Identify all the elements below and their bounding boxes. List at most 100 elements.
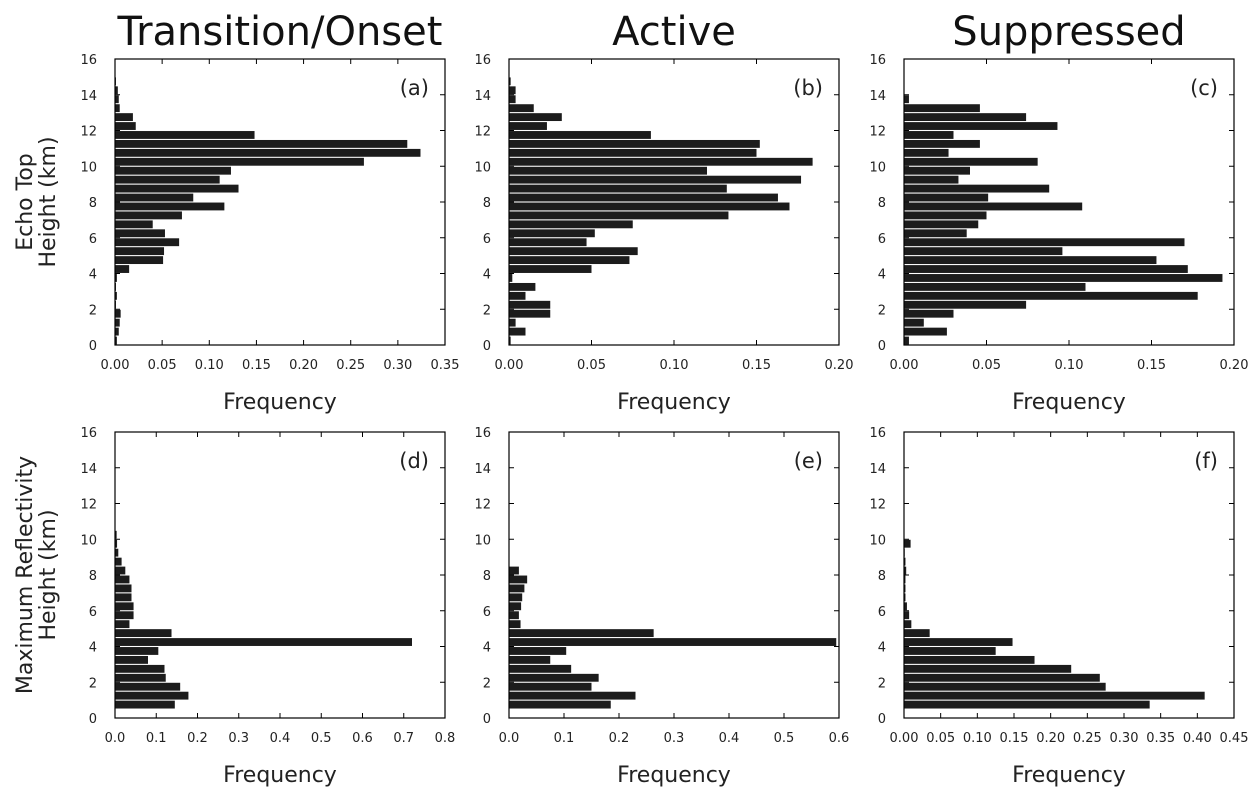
bar xyxy=(115,113,133,122)
bar xyxy=(509,620,521,629)
panel-label: (e) xyxy=(794,449,823,473)
y-tick-label: 12 xyxy=(80,125,97,140)
bar xyxy=(904,664,1072,673)
y-tick-label: 10 xyxy=(80,533,97,548)
bar xyxy=(509,256,630,265)
row-label: Maximum Reflectivity xyxy=(13,456,38,694)
bar xyxy=(115,247,165,256)
x-tick-label: 0.45 xyxy=(1220,731,1249,746)
y-tick-label: 2 xyxy=(483,676,491,691)
y-tick-label: 16 xyxy=(474,426,491,441)
bar xyxy=(904,265,1188,273)
plot-frame xyxy=(508,58,840,346)
bar xyxy=(904,584,906,593)
x-tick-label: 0.05 xyxy=(972,358,1001,373)
x-tick-label: 0.6 xyxy=(829,731,850,746)
bar xyxy=(115,184,239,193)
bar xyxy=(509,291,526,300)
bar xyxy=(115,175,220,184)
x-tick-label: 0.0 xyxy=(499,731,520,746)
y-tick-label: 14 xyxy=(80,89,97,104)
bar xyxy=(509,664,572,673)
row-label: Height (km) xyxy=(36,509,61,640)
y-tick-label: 12 xyxy=(474,498,491,513)
x-tick-label: 0.1 xyxy=(146,731,167,746)
x-tick-label: 0.35 xyxy=(431,358,460,373)
column-title: Active xyxy=(612,9,736,55)
x-tick-label: 0.30 xyxy=(1110,731,1139,746)
bar xyxy=(904,539,911,548)
y-tick-label: 8 xyxy=(483,196,491,211)
bar xyxy=(509,327,526,336)
bar xyxy=(904,318,924,327)
bar xyxy=(115,318,120,327)
bar xyxy=(904,309,954,318)
bar xyxy=(509,673,599,682)
panel-label: (d) xyxy=(399,449,429,473)
bar xyxy=(509,593,523,602)
bar xyxy=(904,655,1035,664)
bar xyxy=(904,211,987,220)
bar xyxy=(115,122,136,130)
x-tick-label: 0.2 xyxy=(187,731,208,746)
bar xyxy=(509,122,547,130)
bar xyxy=(509,95,516,104)
y-tick-label: 6 xyxy=(483,232,491,247)
panel-d: 0 2 4 6 8 10 12 14 16 0.0 0.1 0.2 0.3 0.4 0.5 0.6 0.7 0.8… xyxy=(80,426,455,788)
bar xyxy=(509,113,562,122)
bar xyxy=(115,327,119,336)
y-tick-label: 2 xyxy=(878,676,886,691)
y-tick-label: 12 xyxy=(869,125,886,140)
bar xyxy=(904,682,1106,691)
y-tick-label: 10 xyxy=(474,160,491,175)
bar xyxy=(115,575,130,584)
bar xyxy=(509,265,592,273)
bar xyxy=(904,629,930,638)
x-tick-label: 0.10 xyxy=(195,358,224,373)
bar xyxy=(115,95,119,104)
y-tick-label: 14 xyxy=(474,462,491,477)
bar xyxy=(115,336,117,345)
y-tick-label: 10 xyxy=(80,160,97,175)
x-tick-label: 0.10 xyxy=(660,358,689,373)
bar xyxy=(509,166,707,175)
x-tick-label: 0.00 xyxy=(890,731,919,746)
bar xyxy=(904,336,909,345)
bar xyxy=(115,539,118,548)
bar xyxy=(904,193,989,202)
y-tick-label: 0 xyxy=(89,339,97,354)
y-tick-label: 12 xyxy=(474,125,491,140)
x-tick-label: 0.40 xyxy=(1183,731,1212,746)
bar xyxy=(115,584,132,593)
bar xyxy=(904,575,906,584)
bar xyxy=(115,557,122,566)
bar xyxy=(904,175,959,184)
y-tick-label: 2 xyxy=(483,303,491,318)
bar xyxy=(509,175,802,184)
bar xyxy=(115,211,182,220)
x-tick-label: 0.2 xyxy=(609,731,630,746)
bar xyxy=(115,566,126,575)
x-axis-label: Frequency xyxy=(617,390,731,415)
bar xyxy=(115,220,153,229)
bar xyxy=(904,282,1086,291)
bar xyxy=(509,220,633,229)
x-tick-label: 0.30 xyxy=(383,358,412,373)
y-tick-label: 12 xyxy=(80,498,97,513)
bar xyxy=(115,238,180,247)
bar xyxy=(904,157,1038,166)
bar xyxy=(904,131,954,139)
y-tick-label: 6 xyxy=(89,232,97,247)
bar xyxy=(509,318,516,327)
y-tick-label: 0 xyxy=(483,339,491,354)
x-tick-label: 0.4 xyxy=(270,731,291,746)
bar xyxy=(509,638,837,646)
bar xyxy=(904,620,912,629)
x-tick-label: 0.3 xyxy=(664,731,685,746)
bar xyxy=(115,700,175,709)
x-tick-label: 0.00 xyxy=(101,358,130,373)
x-tick-label: 0.20 xyxy=(1220,358,1249,373)
panel-f: 0 2 4 6 8 10 12 14 16 0.00 0.05 0.10 0.15 0.20 0.25 0.3… xyxy=(869,426,1248,788)
